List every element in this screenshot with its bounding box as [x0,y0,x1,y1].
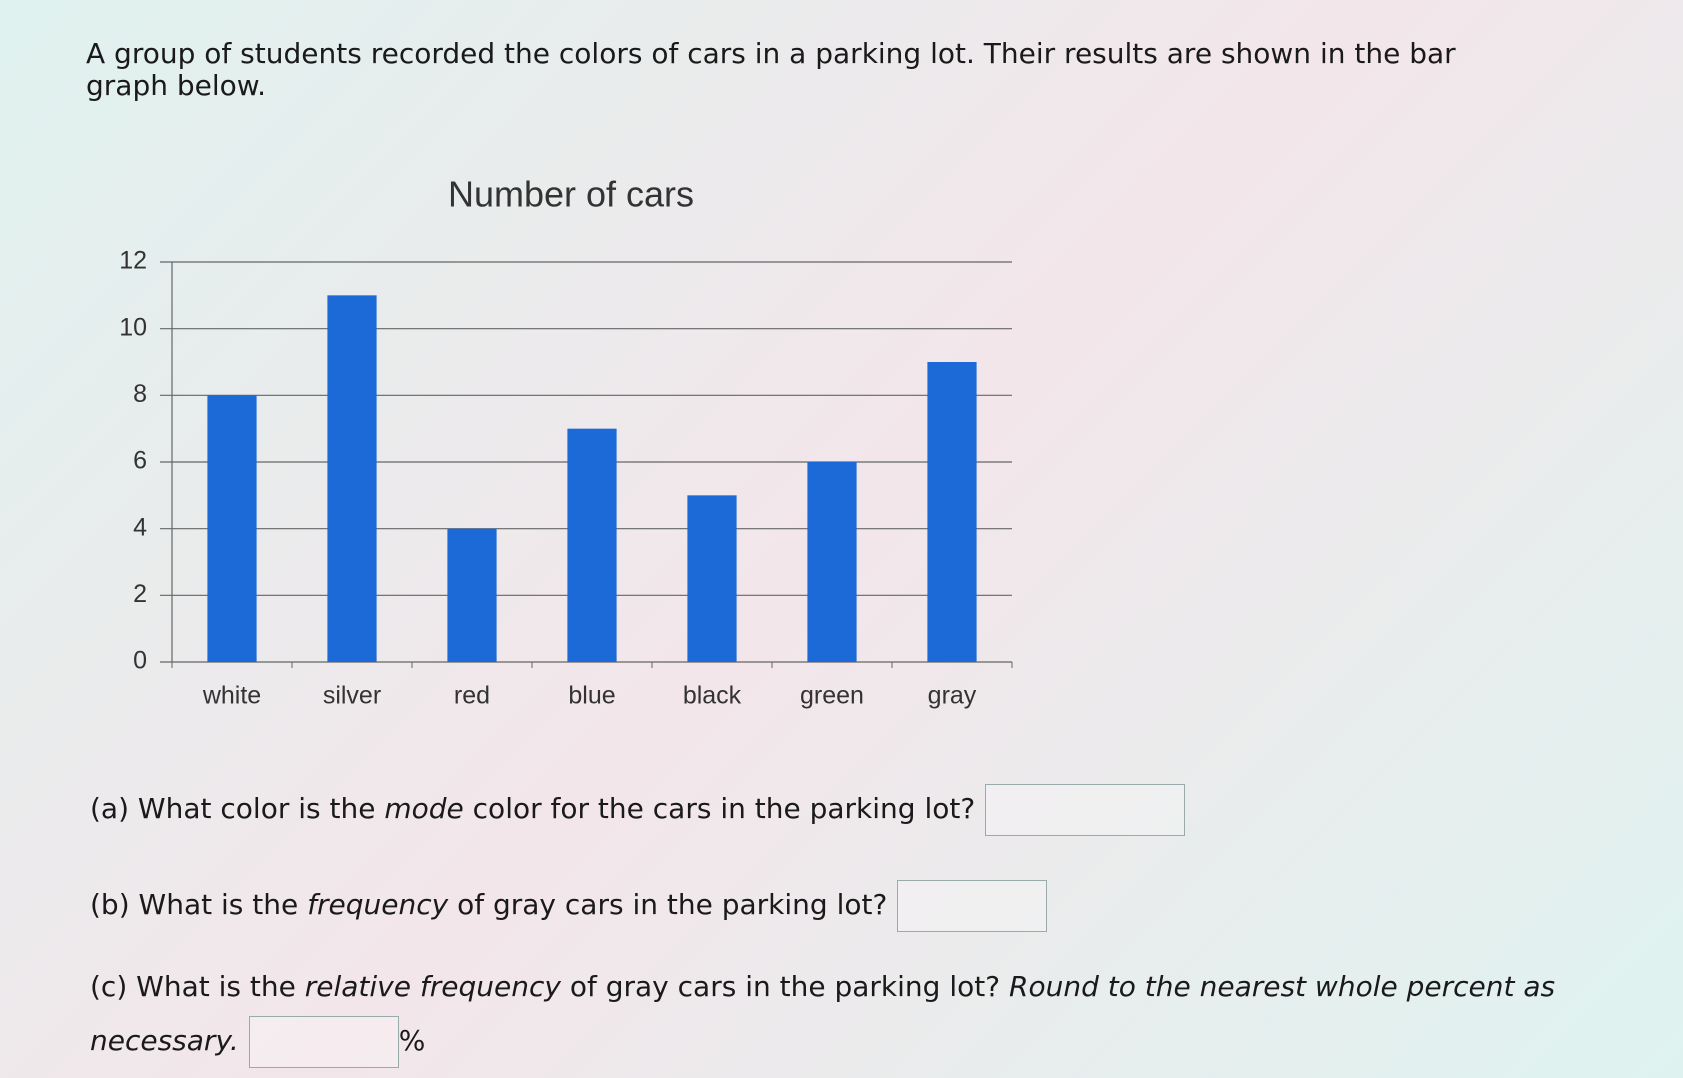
bar [927,362,977,662]
question-text: mode [384,792,464,825]
question-label: (c) [90,970,128,1003]
x-tick-label: green [800,682,864,710]
question-text: frequency [307,888,449,921]
bar [447,528,497,662]
answer-input[interactable] [985,784,1186,836]
x-tick-label: blue [568,682,615,710]
bar [207,395,257,662]
bar [807,462,857,662]
bar [567,428,617,662]
bar [327,295,377,662]
question-text: of gray cars in the parking lot? [448,888,888,921]
y-tick-label: 2 [133,580,147,608]
question-label: (a) [90,792,130,825]
y-tick-label: 12 [119,247,147,275]
unit-label: % [398,1024,426,1057]
y-tick-label: 0 [133,647,147,675]
x-tick-label: gray [928,682,977,710]
bar [687,495,737,662]
question-c: (c) What is the relative frequency of gr… [90,960,1570,1068]
question-text: What is the [138,888,308,921]
y-tick-label: 8 [133,380,147,408]
question-text: What color is the [137,792,385,825]
x-tick-label: silver [323,682,381,710]
intro-text: A group of students recorded the colors … [86,37,1456,102]
question-label: (b) [90,888,130,921]
question-text: color for the cars in the parking lot? [463,792,976,825]
y-tick-label: 10 [119,313,147,341]
question-text: relative frequency [304,970,561,1003]
answer-input[interactable] [248,1016,399,1068]
question-a: (a) What color is the mode color for the… [90,782,1186,836]
y-tick-label: 6 [133,447,147,475]
question-b: (b) What is the frequency of gray cars i… [90,878,1048,932]
x-tick-label: white [202,682,261,710]
y-tick-label: 4 [133,513,147,541]
answer-input[interactable] [897,880,1048,932]
question-text: of gray cars in the parking lot? [560,970,1009,1003]
question-text: What is the [136,970,305,1003]
chart: Number of cars 0 2 4 6 8 10 12 white silver red bl… [119,174,1013,710]
x-tick-label: black [683,682,742,710]
question-text: Round to the nearest whole percent as ne… [90,970,1556,1057]
chart-title: Number of cars [448,174,694,215]
x-tick-label: red [454,682,490,710]
